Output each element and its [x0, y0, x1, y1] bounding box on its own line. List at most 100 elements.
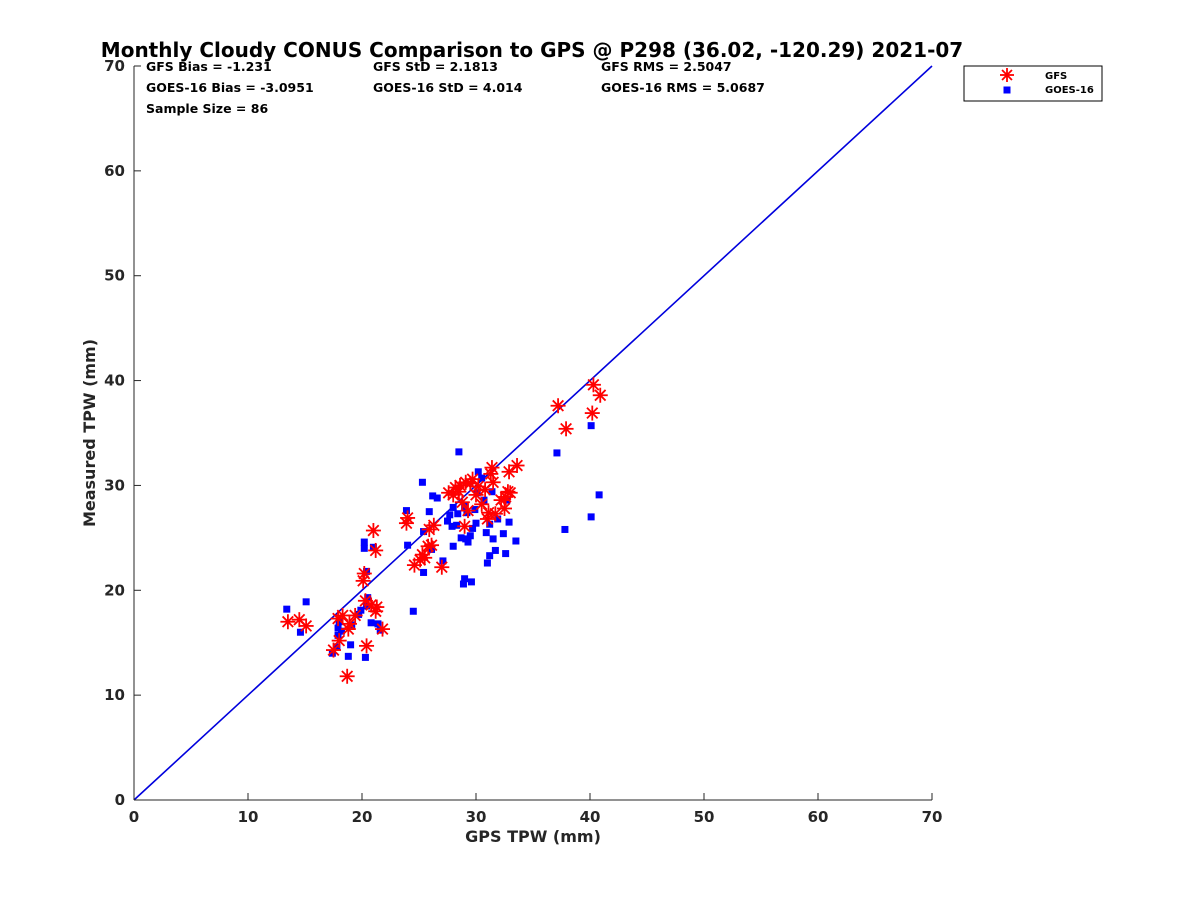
goes-16-point: [483, 559, 491, 567]
goes-16-point: [439, 557, 447, 565]
goes-16-point: [335, 618, 343, 626]
legend-gfs-asterisk: [1000, 68, 1014, 82]
sample-size-label: Sample Size = 86: [146, 101, 268, 116]
legend: GFS GOES-16: [963, 65, 1103, 102]
gfs-point: [375, 621, 391, 637]
y-tick-label: 20: [104, 581, 125, 599]
gfs-point: [592, 387, 608, 403]
goes-16-point: [328, 649, 336, 657]
chart-title: Monthly Cloudy CONUS Comparison to GPS @…: [101, 38, 963, 62]
goes-16-point: [344, 652, 352, 660]
goes-16-point: [360, 538, 368, 546]
goes-16-point: [499, 530, 507, 538]
goes-16-point: [464, 538, 472, 546]
goes-16-point: [587, 513, 595, 521]
gfs-point: [280, 614, 296, 630]
goes-bias-label: GOES-16 Bias = -3.0951: [146, 80, 314, 95]
goes-std-label: GOES-16 StD = 4.014: [373, 80, 523, 95]
legend-goes-label: GOES-16: [1045, 85, 1094, 96]
gfs-point: [347, 607, 363, 623]
goes-16-point: [418, 478, 426, 486]
gfs-point: [558, 421, 574, 437]
goes-16-point: [355, 610, 363, 618]
goes-16-point: [420, 528, 428, 536]
goes-16-point: [347, 641, 355, 649]
x-tick-label: 40: [580, 808, 601, 826]
goes-16-point: [474, 468, 482, 476]
goes-16-point: [446, 511, 454, 519]
goes-16-point: [453, 521, 461, 529]
gfs-point: [457, 518, 473, 534]
goes-16-point: [489, 535, 497, 543]
goes-16-point: [488, 488, 496, 496]
gfs-bias-label: GFS Bias = -1.231: [146, 59, 272, 74]
goes-16-point: [433, 494, 441, 502]
goes-16-point: [337, 627, 345, 635]
gfs-point: [584, 405, 600, 421]
y-tick-label: 50: [104, 267, 125, 285]
goes-16-point: [595, 491, 603, 499]
gfs-point: [331, 633, 347, 649]
goes-16-point: [472, 519, 480, 527]
gfs-point: [484, 460, 500, 476]
goes-16-point: [587, 422, 595, 430]
gfs-point: [365, 523, 381, 539]
gfs-point: [454, 494, 470, 510]
gfs-point: [497, 500, 512, 516]
goes-16-point: [357, 606, 365, 614]
goes-16-point: [296, 628, 304, 636]
goes-16-point: [425, 508, 433, 516]
goes-16-point: [486, 552, 494, 560]
gfs-point: [460, 503, 476, 519]
x-tick-label: 60: [808, 808, 829, 826]
goes-16-point: [334, 631, 342, 639]
goes-16-point: [461, 575, 469, 583]
one-to-one-line: [133, 65, 933, 801]
goes-16-point: [482, 529, 490, 537]
y-tick-label: 10: [104, 686, 125, 704]
goes-16-point: [360, 544, 368, 552]
goes-16-point: [459, 580, 467, 588]
goes-16-point: [444, 517, 451, 525]
x-tick-label: 10: [238, 808, 259, 826]
goes-16-point: [512, 537, 520, 545]
gfs-point: [341, 616, 357, 632]
gfs-point: [339, 668, 355, 684]
gfs-point: [369, 599, 385, 615]
goes-16-point: [455, 448, 463, 456]
x-axis-label: GPS TPW (mm): [465, 827, 601, 846]
gfs-std-label: GFS StD = 2.1813: [373, 59, 498, 74]
gfs-point: [368, 542, 384, 558]
goes-16-point: [491, 546, 499, 554]
goes-16-point: [478, 474, 486, 482]
gfs-point: [501, 464, 517, 480]
gfs-point: [485, 474, 501, 490]
gfs-point: [424, 537, 440, 553]
y-tick-label: 30: [104, 476, 125, 494]
x-tick-label: 70: [922, 808, 943, 826]
gfs-point: [550, 398, 566, 414]
gfs-rms-label: GFS RMS = 2.5047: [601, 59, 732, 74]
goes-16-point: [469, 524, 477, 532]
goes-16-point: [448, 522, 456, 530]
gfs-point: [298, 618, 314, 634]
x-tick-label: 30: [466, 808, 487, 826]
gfs-point: [400, 510, 416, 526]
gfs-point: [426, 517, 442, 533]
legend-goes-square: [1003, 86, 1011, 94]
gfs-point: [356, 566, 372, 582]
y-tick-label: 0: [115, 791, 125, 809]
legend-gfs-label: GFS: [1045, 71, 1067, 82]
goes-16-point: [283, 605, 291, 613]
y-axis-label: Measured TPW (mm): [80, 339, 99, 527]
y-tick-label: 70: [104, 57, 125, 75]
y-tick-label: 60: [104, 162, 125, 180]
goes-16-point: [420, 568, 428, 576]
goes-16-point: [467, 578, 475, 586]
goes-16-point: [457, 534, 465, 542]
gfs-point: [359, 638, 375, 654]
goes-16-point: [502, 550, 510, 558]
gfs-point: [434, 559, 450, 575]
legend-box: [963, 65, 1103, 102]
